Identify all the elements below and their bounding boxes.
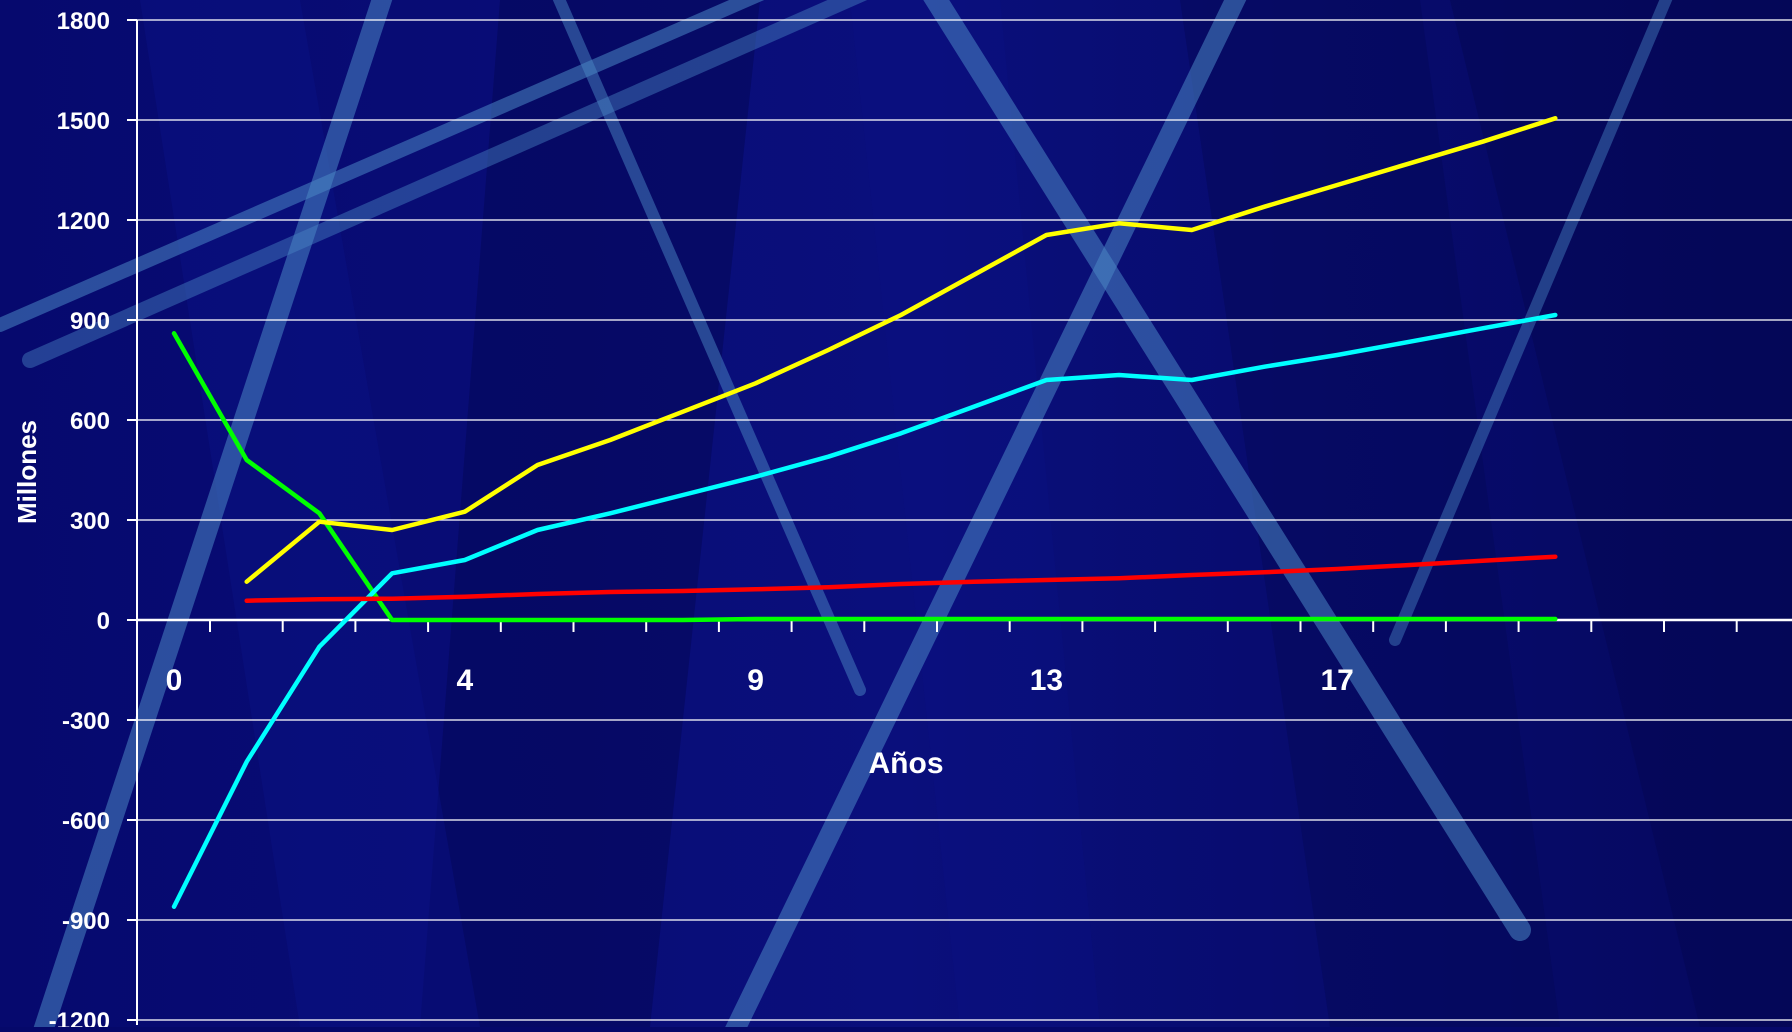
y-tick-label: -300 [62,708,110,735]
series-line [171,331,1558,623]
x-tick-label: 0 [166,664,183,697]
y-tick-label: 900 [70,308,110,335]
x-axis-title: Años [869,747,944,780]
x-tick-label: 13 [1030,664,1063,697]
x-tick-label: 17 [1321,664,1354,697]
series-layer [171,116,1558,909]
series-line [171,312,1558,909]
y-axis-title: Millones [12,420,42,524]
y-tick-label: 600 [70,408,110,435]
x-tick-label: 4 [456,664,473,697]
series-line [244,116,1558,584]
tick-labels: 1800 1500 1200 900 600 300 0 -300 -600 -900 -1200 0… [49,8,1354,1032]
y-tick-label: 1500 [57,108,110,135]
y-tick-label: 1200 [57,208,110,235]
y-tick-label: -900 [62,908,110,935]
y-tick-label: 1800 [57,8,110,35]
y-tick-label: 0 [97,608,110,635]
x-tick-label: 9 [747,664,764,697]
y-tick-label: 300 [70,508,110,535]
y-tick-label: -600 [62,808,110,835]
series-line [244,554,1558,603]
y-tick-label: -1200 [49,1008,110,1027]
